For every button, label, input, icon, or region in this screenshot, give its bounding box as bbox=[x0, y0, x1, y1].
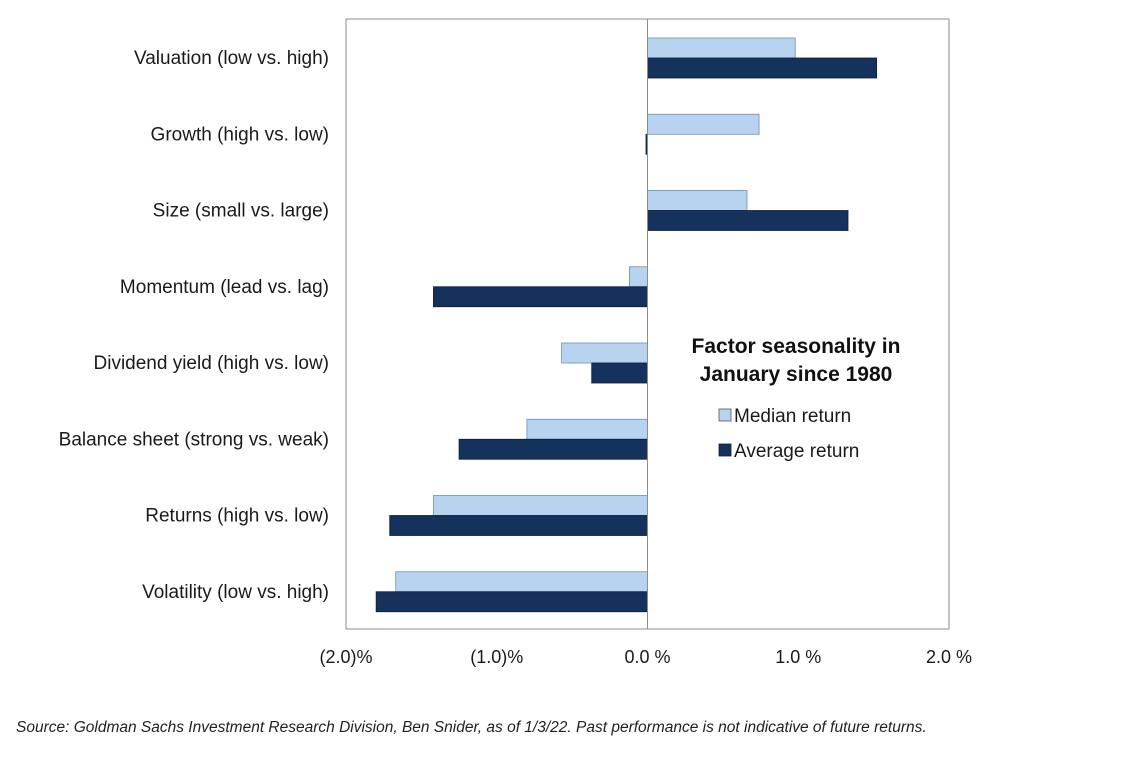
category-label-balance-sheet-strong-vs-weak: Balance sheet (strong vs. weak) bbox=[59, 429, 329, 450]
legend: Median return Average return bbox=[718, 406, 859, 462]
bar-median-return-balance-sheet-strong-vs-weak bbox=[526, 418, 648, 440]
bar-average-return-momentum-lead-vs-lag bbox=[433, 286, 648, 308]
source-note: Source: Goldman Sachs Investment Researc… bbox=[16, 719, 927, 736]
bar-average-return-returns-high-vs-low bbox=[389, 515, 648, 536]
category-labels: Valuation (low vs. high) Growth (high vs.… bbox=[59, 48, 329, 603]
legend-swatch-median-return bbox=[718, 408, 732, 422]
legend-label-median-return: Median return bbox=[734, 406, 851, 427]
x-tick-label-4: 2.0 % bbox=[926, 647, 972, 667]
bar-median-return-size-small-vs-large bbox=[647, 190, 748, 211]
category-label-size-small-vs-large: Size (small vs. large) bbox=[153, 201, 329, 222]
bar-average-return-volatility-low-vs-high bbox=[375, 591, 648, 613]
category-label-dividend-yield-high-vs-low: Dividend yield (high vs. low) bbox=[94, 353, 330, 374]
chart-title-line-1: Factor seasonality in bbox=[692, 335, 901, 358]
bar-average-return-valuation-low-vs-high bbox=[647, 57, 878, 79]
factor-seasonality-chart: Valuation (low vs. high) Growth (high vs.… bbox=[59, 18, 972, 667]
bar-median-return-returns-high-vs-low bbox=[433, 495, 648, 516]
x-tick-label-0: (2.0)% bbox=[319, 647, 372, 667]
category-label-valuation-low-vs-high: Valuation (low vs. high) bbox=[134, 48, 329, 69]
chart-title: Factor seasonality in January since 1980 bbox=[692, 335, 901, 386]
x-tick-labels: (2.0)% (1.0)% 0.0 % 1.0 % 2.0 % bbox=[319, 647, 972, 667]
x-tick-label-1: (1.0)% bbox=[470, 647, 523, 667]
category-label-volatility-low-vs-high: Volatility (low vs. high) bbox=[142, 582, 329, 603]
x-tick-label-3: 1.0 % bbox=[775, 647, 821, 667]
category-label-momentum-lead-vs-lag: Momentum (lead vs. lag) bbox=[120, 277, 329, 298]
x-tick-label-2: 0.0 % bbox=[624, 647, 670, 667]
bar-median-return-dividend-yield-high-vs-low bbox=[561, 342, 648, 364]
bars-layer bbox=[375, 37, 878, 613]
bar-average-return-balance-sheet-strong-vs-weak bbox=[458, 438, 648, 460]
bar-median-return-growth-high-vs-low bbox=[647, 113, 760, 135]
bar-median-return-valuation-low-vs-high bbox=[647, 37, 796, 59]
bar-median-return-momentum-lead-vs-lag bbox=[629, 266, 648, 288]
category-label-growth-high-vs-low: Growth (high vs. low) bbox=[151, 124, 329, 145]
bar-average-return-size-small-vs-large bbox=[647, 210, 849, 231]
bar-median-return-volatility-low-vs-high bbox=[395, 571, 648, 593]
chart-title-line-2: January since 1980 bbox=[700, 363, 893, 386]
legend-swatch-average-return bbox=[718, 443, 732, 457]
category-label-returns-high-vs-low: Returns (high vs. low) bbox=[145, 506, 329, 527]
bar-average-return-dividend-yield-high-vs-low bbox=[591, 362, 648, 384]
legend-label-average-return: Average return bbox=[734, 441, 859, 462]
